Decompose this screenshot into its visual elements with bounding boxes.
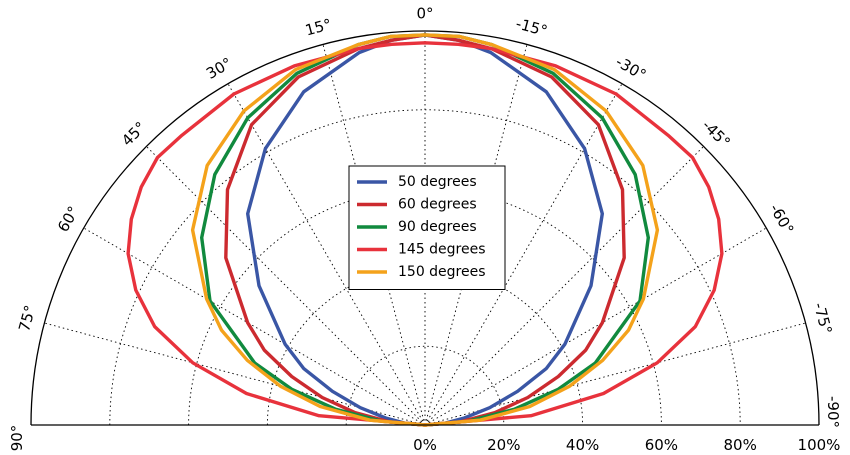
frame-layer xyxy=(30,30,820,426)
angle-tick-label: 75° xyxy=(15,303,39,333)
radius-tick-label: 80% xyxy=(724,436,757,454)
radius-tick-label: 40% xyxy=(566,436,599,454)
angle-tick-label: 15° xyxy=(303,15,333,39)
angle-tick-label: -30° xyxy=(613,53,650,85)
legend: 50 degrees 60 degrees 90 degrees 145 degree… xyxy=(348,165,506,290)
angle-tick-label: 30° xyxy=(203,54,235,83)
angle-tick-label: 0° xyxy=(416,4,433,22)
grid-layer xyxy=(44,31,806,426)
legend-entry-label: 60 degrees xyxy=(398,197,477,213)
angle-tick-label: -75° xyxy=(810,301,836,337)
angle-tick-label: -90° xyxy=(824,396,842,428)
radius-tick-label: 60% xyxy=(645,436,678,454)
outer-arc xyxy=(30,30,820,426)
angle-tick-label: -15° xyxy=(514,14,550,40)
angle-tick-label: -60° xyxy=(766,201,798,238)
radius-tick-label: 0% xyxy=(413,436,437,454)
grid-arc-40 xyxy=(266,266,584,426)
legend-entry-label: 90 degrees xyxy=(398,219,477,235)
legend-entry-label: 50 degrees xyxy=(398,174,477,190)
legend-entry-label: 145 degrees xyxy=(398,242,486,258)
series-line-4 xyxy=(190,33,660,427)
radius-tick-label: 100% xyxy=(798,436,841,454)
series-layer xyxy=(126,33,724,427)
angle-tick-label: 45° xyxy=(118,118,150,150)
grid-arc-20 xyxy=(345,345,505,426)
legend-entry-label: 150 degrees xyxy=(398,264,486,280)
radius-tick-label: 20% xyxy=(487,436,520,454)
angle-tick-label: 60° xyxy=(54,203,83,235)
angle-tick-label: 90° xyxy=(8,425,26,452)
series-line-3 xyxy=(126,41,724,427)
